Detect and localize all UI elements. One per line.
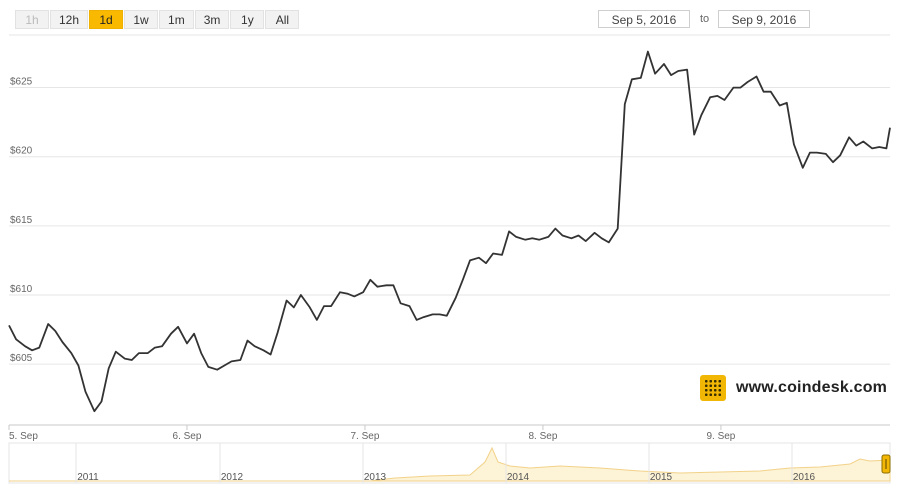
navigator-area xyxy=(9,446,891,482)
range-button-3m[interactable]: 3m xyxy=(194,10,230,29)
navigator-year-label: 2012 xyxy=(221,472,244,483)
y-tick-label: $625 xyxy=(10,77,33,88)
logo-text: www.coindesk.com xyxy=(736,379,888,396)
range-button-1d[interactable]: 1d xyxy=(89,10,124,29)
x-tick-label: 9. Sep xyxy=(706,431,735,442)
coindesk-logo: www.coindesk.com xyxy=(700,375,887,401)
y-tick-label: $605 xyxy=(10,353,33,364)
x-tick-label: 6. Sep xyxy=(173,431,202,442)
y-axis-labels: $605 $610 $615 $620 $625 xyxy=(10,77,33,365)
coindesk-logo-icon xyxy=(700,375,726,401)
range-button-1w[interactable]: 1w xyxy=(124,10,159,29)
date-from-input[interactable]: Sep 5, 2016 xyxy=(598,10,690,28)
date-to-label: to xyxy=(700,13,710,25)
navigator-year-label: 2014 xyxy=(507,472,530,483)
gridlines xyxy=(9,34,890,426)
date-to-input[interactable]: Sep 9, 2016 xyxy=(718,10,810,28)
x-axis-labels: 5. Sep 6. Sep 7. Sep 8. Sep 9. Sep xyxy=(8,425,736,442)
range-button-12h[interactable]: 12h xyxy=(50,10,89,29)
range-button-1h[interactable]: 1h xyxy=(15,10,49,29)
x-tick-label: 8. Sep xyxy=(528,431,557,442)
y-tick-label: $620 xyxy=(10,146,33,157)
range-selector: 1h 12h 1d 1w 1m 3m 1y All xyxy=(15,10,300,29)
range-button-1m[interactable]: 1m xyxy=(159,10,194,29)
navigator-year-label: 2015 xyxy=(650,472,673,483)
x-tick-label: 7. Sep xyxy=(350,431,379,442)
y-tick-label: $615 xyxy=(10,215,33,226)
y-tick-label: $610 xyxy=(10,284,33,295)
price-line xyxy=(8,50,891,413)
range-button-1y[interactable]: 1y xyxy=(230,10,265,29)
navigator[interactable]: 2011 2012 2013 2014 2015 2016 xyxy=(8,442,891,484)
x-tick-label: 5. Sep xyxy=(9,431,38,442)
navigator-year-label: 2013 xyxy=(364,472,387,483)
range-button-all[interactable]: All xyxy=(265,10,300,29)
navigator-year-label: 2016 xyxy=(793,472,816,483)
navigator-year-label: 2011 xyxy=(77,472,99,483)
